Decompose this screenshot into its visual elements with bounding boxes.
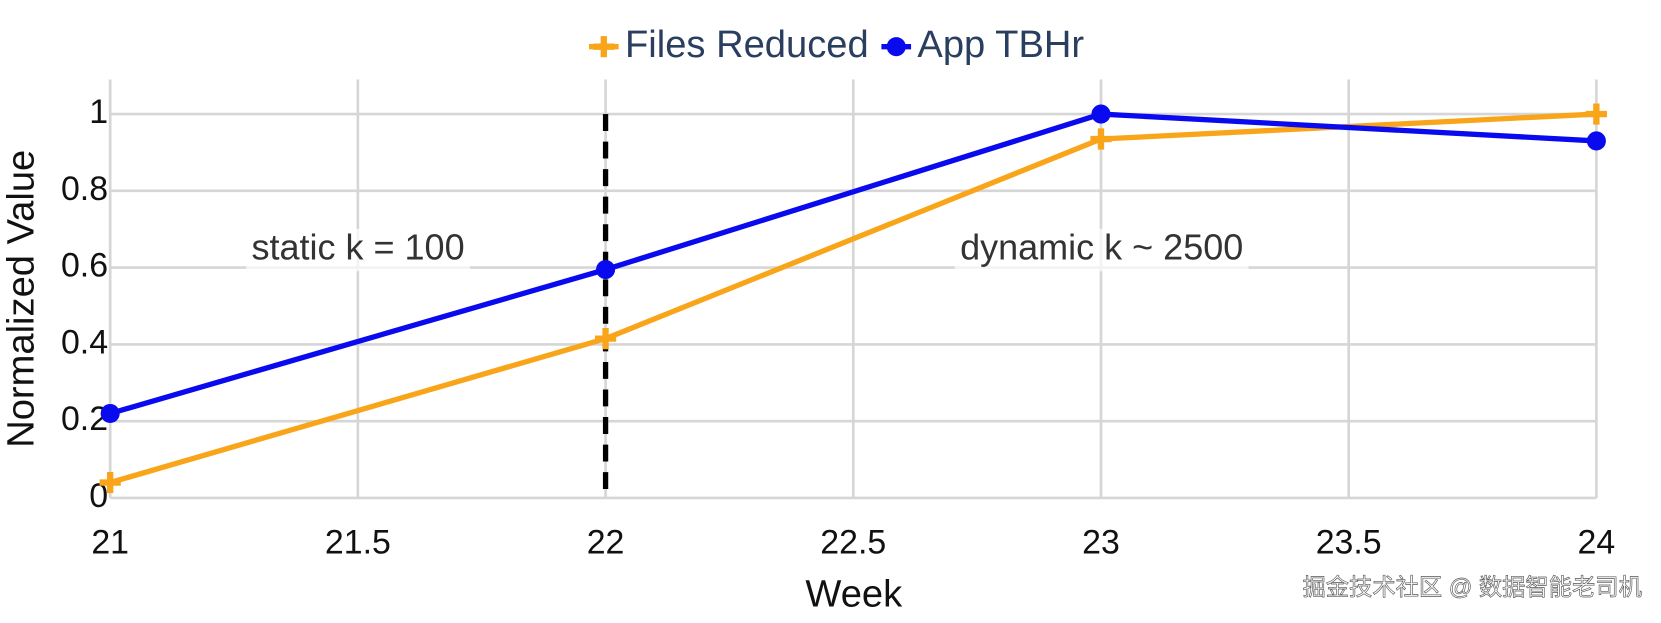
x-tick-label: 23.5: [1316, 524, 1382, 562]
annotation-bg: [954, 228, 1249, 272]
x-tick-label: 24: [1578, 524, 1616, 562]
annotation: static k = 100: [251, 227, 464, 268]
y-tick-label: 0.6: [61, 247, 108, 285]
point: [1586, 131, 1606, 151]
y-tick-label: 1: [89, 93, 108, 131]
point: [99, 471, 121, 494]
x-tick-label: 21: [91, 524, 129, 562]
x-tick-label: 22: [587, 524, 625, 562]
x-tick-label: 22.5: [820, 524, 886, 562]
y-tick-label: 0.8: [61, 170, 108, 208]
annotation-bg: [246, 228, 470, 272]
point: [100, 403, 120, 424]
y-tick-label: 0: [89, 477, 108, 515]
y-axis-label: Normalized Value: [0, 150, 42, 448]
point: [1585, 103, 1607, 125]
legend-label: App TBHr: [917, 23, 1084, 66]
point: [1090, 128, 1112, 150]
point: [594, 328, 617, 350]
x-axis-label: Week: [805, 573, 903, 616]
legend-marker: [593, 36, 615, 58]
point: [1091, 104, 1111, 124]
y-tick-label: 0.2: [61, 400, 108, 438]
y-tick-label: 0.4: [61, 323, 108, 361]
point: [596, 259, 616, 280]
watermark: 掘金技术社区 @ 数据智能老司机: [1302, 574, 1641, 600]
legend-marker: [886, 37, 906, 57]
x-tick-label: 21.5: [325, 524, 391, 562]
annotation: dynamic k ~ 2500: [960, 227, 1243, 268]
series-line: [109, 111, 1597, 417]
x-tick-label: 23: [1082, 524, 1120, 562]
legend-label: Files Reduced: [625, 23, 869, 66]
